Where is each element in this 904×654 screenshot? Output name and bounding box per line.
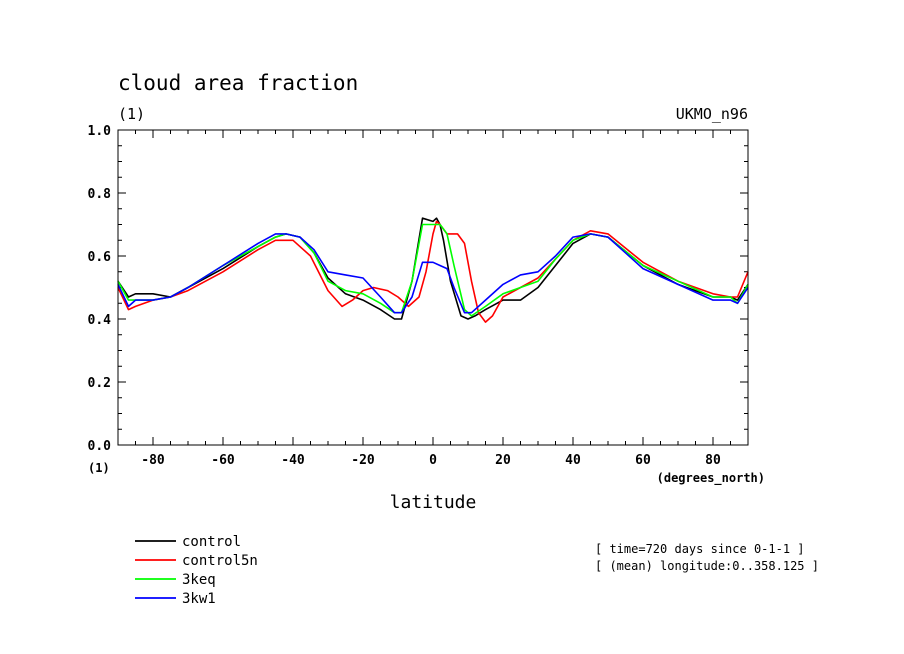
x-units-label: (degrees_north) [657,471,765,486]
model-label: UKMO_n96 [676,105,748,123]
series-line-control5n [117,220,749,323]
x-tick-label: -20 [351,453,375,468]
legend-label-3keq: 3keq [182,572,216,588]
note-longitude: [ (mean) longitude:0..358.125 ] [595,559,819,573]
series-lines [117,217,749,323]
legend-label-3kw1: 3kw1 [182,591,216,607]
x-tick-label: 40 [565,453,581,468]
legend: control control5n 3keq 3kw1 [135,534,258,607]
x-tick-label: 0 [429,453,437,468]
y-tick-label: 0.2 [88,376,111,391]
x-axis-label: latitude [390,492,477,513]
x-tick-label: 80 [705,453,721,468]
tick-marks [117,129,749,446]
legend-label-control5n: control5n [182,553,258,569]
series-line-3kw1 [117,233,749,314]
x-tick-label: -60 [211,453,235,468]
plot-frame [117,129,749,446]
tick-labels: -80 -60 -40 -20 0 20 40 60 80 0.0 0.2 0.4 0.6 0.8 1.0 [88,124,721,468]
y-tick-label: 0.6 [88,250,112,265]
x-tick-label: -80 [141,453,165,468]
x-tick-label: 60 [635,453,651,468]
legend-label-control: control [182,534,241,550]
x-tick-label: -40 [281,453,305,468]
units-label: (1) [118,105,145,123]
y-tick-label: 0.0 [88,439,112,454]
y-tick-label: 0.4 [88,313,112,328]
note-time: [ time=720 days since 0-1-1 ] [595,542,805,556]
y-corner-units: (1) [88,461,110,475]
y-tick-label: 0.8 [88,187,112,202]
y-tick-label: 1.0 [88,124,112,139]
x-tick-label: 20 [495,453,511,468]
chart-title: cloud area fraction [118,71,358,95]
